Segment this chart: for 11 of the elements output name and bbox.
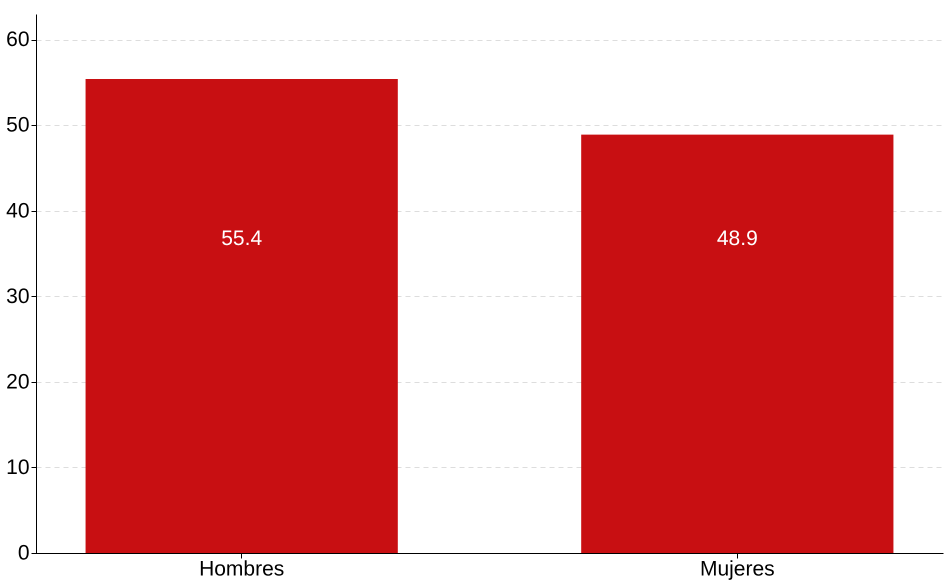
y-tick-label: 40 <box>6 199 30 222</box>
y-tick-label: 20 <box>6 370 30 394</box>
y-tick-label: 50 <box>6 114 30 137</box>
y-tick-label: 10 <box>6 456 30 479</box>
y-tick-label: 30 <box>6 284 30 308</box>
x-tick-label: Hombres <box>199 558 284 580</box>
y-tick-label: 0 <box>18 542 30 564</box>
data-label: 48.9 <box>716 227 758 250</box>
x-tick-label: Mujeres <box>700 558 775 580</box>
data-label: 55.4 <box>221 227 262 250</box>
y-tick-label: 60 <box>6 28 30 52</box>
